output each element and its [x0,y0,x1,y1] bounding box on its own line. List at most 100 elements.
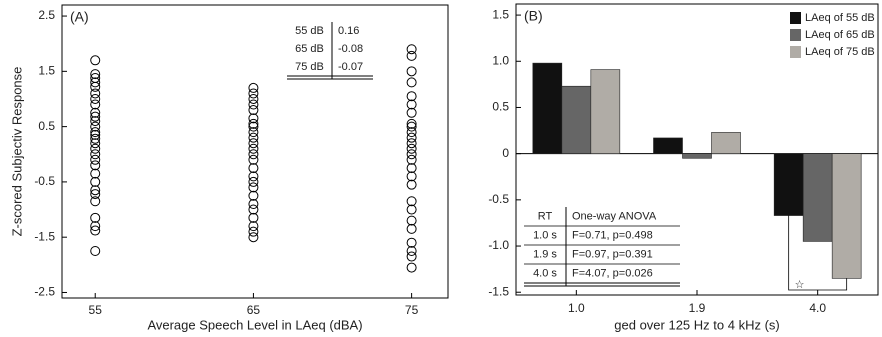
table-cell: 0.16 [338,25,359,37]
data-point [406,66,417,77]
data-point [406,223,417,234]
data-point [90,149,101,160]
data-point [406,91,417,102]
data-point [90,121,101,132]
data-point [248,113,259,124]
data-point [406,143,417,154]
data-point [90,77,101,88]
data-point [406,154,417,165]
data-point [248,212,259,223]
data-point [90,69,101,80]
data-point [406,237,417,248]
y-tick-label: 0.5 [492,100,509,114]
y-tick-label: 0.5 [38,119,55,133]
data-point [248,154,259,165]
data-point [90,196,101,207]
y-tick-label: -1.0 [488,238,509,252]
bar [711,132,741,154]
data-point [406,118,417,129]
data-point [406,262,417,273]
data-point [90,129,101,140]
annotation: ☆ [795,279,805,291]
stats-table: RT One-way ANOVA 1.0 s F=0.71, p=0.498 1.9 s… [524,207,680,287]
data-point [248,182,259,193]
table-cell: RT [538,210,553,222]
table-cell: F=0.97, p=0.391 [572,248,653,260]
y-axis-label: Z-scored Subjectiv Response [9,67,24,237]
data-point [248,226,259,237]
table-cell: -0.07 [338,61,363,73]
x-tick-label: 1.9 [689,301,706,315]
data-point [90,138,101,149]
data-point [90,116,101,127]
y-tick-label: 1.0 [492,53,509,67]
bar [561,85,592,154]
plot-frame [61,4,449,299]
data-point [90,160,101,171]
data-point [248,105,259,116]
data-point [248,132,259,143]
data-point [90,221,101,232]
y-tick-label: 0 [502,146,509,160]
data-point [406,179,417,190]
data-point [248,121,259,132]
y-tick-label: 1.5 [38,64,55,78]
data-point [90,55,101,66]
data-point [406,246,417,257]
table-cell: F=0.71, p=0.498 [572,229,653,241]
data-point [248,118,259,129]
data-point [406,132,417,143]
legend-swatch [790,12,801,24]
table-cell: One-way ANOVA [572,210,657,222]
data-point [248,99,259,110]
data-point [90,133,101,144]
data-point [90,88,101,99]
bar [831,153,862,279]
table-cell: 55 dB [295,25,324,37]
data-point [90,225,101,236]
data-point [406,50,417,61]
data-point [406,121,417,132]
data-point [406,99,417,110]
data-point [406,196,417,207]
data-point [406,215,417,226]
y-tick-label: -0.5 [34,174,55,188]
data-point [90,143,101,154]
x-axis-label: Average Speech Level in LAeq (dBA) [147,317,362,332]
data-point [90,189,101,200]
table-cell: 1.9 s [533,248,557,260]
legend-label: LAeq of 65 dB [805,29,875,41]
bar [682,153,712,159]
y-tick-label: -0.5 [488,192,509,206]
data-point [248,138,259,149]
data-point [248,199,259,210]
data-point [406,171,417,182]
bar [773,153,804,216]
y-tick-label: -1.5 [34,229,55,243]
data-point [248,221,259,232]
data-point [248,176,259,187]
data-point [248,171,259,182]
data-point [90,81,101,92]
data-point [248,190,259,201]
y-tick-label: -1.5 [488,284,509,298]
table-cell: F=4.07, p=0.026 [572,267,653,279]
legend-swatch [790,29,801,41]
table-cell: -0.08 [338,43,363,55]
table-cell: 1.0 s [533,229,557,241]
data-point [90,93,101,104]
data-point [406,138,417,149]
data-point [90,168,101,179]
x-tick-label: 55 [89,303,103,317]
data-point [90,185,101,196]
data-point [248,88,259,99]
data-point [406,204,417,215]
bar [802,153,833,242]
legend-swatch [790,46,801,58]
data-point [248,143,259,154]
bar [590,69,621,154]
panel-label: (A) [70,9,89,25]
data-point [248,149,259,160]
data-point [90,154,101,165]
y-tick-label: 1.5 [492,7,509,21]
